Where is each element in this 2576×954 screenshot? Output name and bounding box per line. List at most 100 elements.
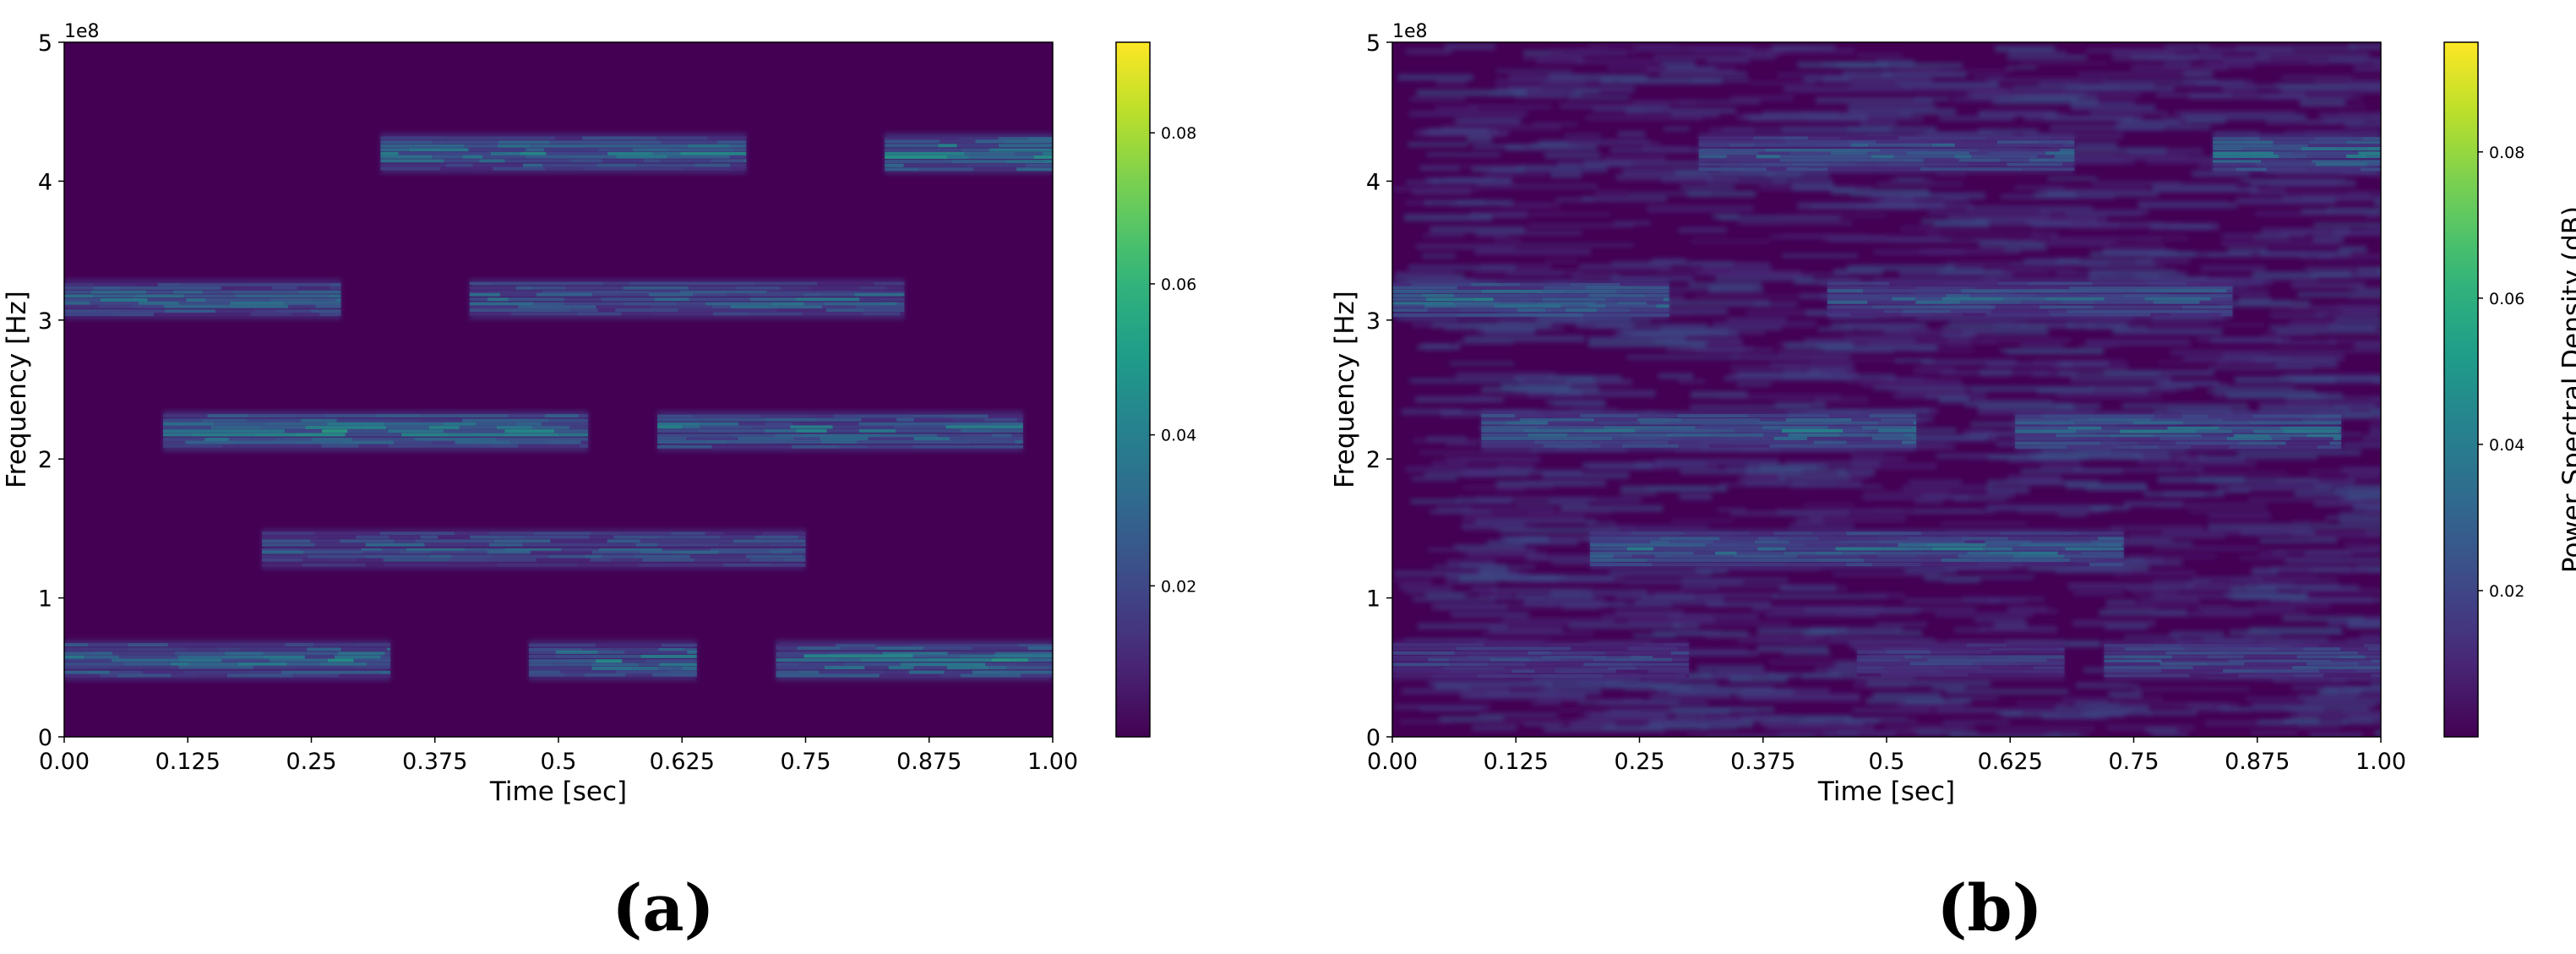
burst-streak [875, 644, 911, 648]
burst-streak [1913, 643, 1967, 647]
burst-streak [1778, 421, 1842, 425]
noise-streak [1925, 249, 2021, 253]
noise-streak [1468, 395, 1549, 398]
burst-streak [429, 554, 452, 559]
noise-streak [1415, 243, 1516, 249]
burst-streak [983, 417, 1017, 422]
burst-streak [247, 418, 302, 422]
noise-streak [2370, 409, 2381, 414]
burst-streak [2181, 309, 2210, 313]
burst-streak [632, 148, 670, 152]
burst-streak [791, 444, 840, 449]
burst-streak [776, 308, 826, 313]
burst-streak [867, 444, 913, 449]
burst-streak [859, 297, 905, 302]
burst-streak [885, 163, 904, 167]
noise-streak [1936, 172, 1967, 177]
noise-streak [1406, 591, 1474, 594]
x-tick-label: 0.875 [896, 749, 961, 775]
burst-streak [923, 646, 972, 651]
burst-streak [671, 532, 705, 536]
burst-streak [304, 655, 335, 659]
burst-streak [1898, 542, 1926, 547]
burst-streak [1740, 542, 1805, 547]
noise-streak [1903, 598, 1999, 603]
burst-streak [2104, 647, 2125, 651]
noise-streak [1999, 96, 2078, 101]
noise-streak [1995, 727, 2095, 731]
burst-streak [1973, 662, 2012, 666]
burst-streak [2056, 433, 2110, 438]
burst-streak [487, 136, 555, 140]
noise-streak [1527, 391, 1583, 397]
burst-streak [1392, 282, 1412, 286]
noise-streak [1680, 184, 1735, 190]
noise-streak [1903, 192, 1985, 199]
noise-streak [1777, 350, 1894, 354]
noise-streak [2316, 312, 2379, 319]
noise-streak [2347, 483, 2381, 491]
burst-streak [797, 646, 841, 651]
burst-streak [1560, 304, 1588, 308]
burst-streak [221, 444, 268, 448]
burst-streak [2121, 542, 2124, 547]
burst-streak [1698, 143, 1729, 147]
burst-streak [380, 136, 446, 140]
burst-streak [569, 425, 589, 429]
noise-streak [1658, 373, 1694, 379]
noise-streak [1958, 267, 2076, 272]
noise-streak [1634, 461, 1707, 467]
burst-streak [1830, 151, 1868, 155]
noise-streak [1783, 85, 1909, 93]
burst-streak [682, 425, 700, 429]
burst-streak [533, 302, 564, 306]
noise-streak [2268, 630, 2344, 635]
noise-streak [1399, 585, 1453, 591]
noise-streak [2136, 236, 2189, 241]
noise-streak [2089, 535, 2162, 542]
burst-streak [868, 437, 914, 441]
burst-streak [1757, 558, 1817, 562]
noise-streak [1967, 205, 2093, 211]
burst-streak [546, 151, 608, 155]
noise-streak [1938, 272, 2013, 277]
y-offset-text: 1e8 [64, 21, 100, 42]
noise-streak [1875, 509, 1921, 514]
noise-streak [1951, 697, 1999, 701]
burst-streak [1927, 658, 1994, 662]
burst-streak [1766, 167, 1787, 172]
noise-streak [1461, 526, 1535, 531]
noise-streak [1935, 69, 2012, 74]
burst-streak [84, 655, 119, 659]
burst-streak [1565, 308, 1597, 313]
burst-streak [1043, 151, 1053, 155]
noise-streak [1878, 428, 1957, 433]
burst-streak [2028, 281, 2093, 286]
burst-streak [2318, 644, 2364, 648]
noise-streak [1671, 519, 1734, 522]
noise-streak [1724, 375, 1851, 381]
burst-streak [146, 290, 174, 294]
burst-streak [591, 292, 619, 297]
burst-streak [956, 144, 999, 148]
noise-streak [1860, 120, 1897, 126]
burst-streak [469, 305, 519, 309]
burst-streak [2279, 155, 2306, 159]
burst-streak [2261, 160, 2312, 164]
x-tick-label: 0.625 [650, 749, 715, 775]
noise-streak [1998, 239, 2117, 245]
burst-streak [109, 670, 144, 674]
burst-streak [1916, 286, 1975, 290]
burst-streak [652, 151, 681, 155]
burst-streak [775, 433, 804, 438]
burst-streak [470, 535, 501, 539]
burst-streak [281, 670, 323, 674]
burst-streak [2306, 167, 2361, 172]
noise-streak [1766, 724, 1875, 732]
burst-streak [750, 558, 784, 562]
burst-streak [854, 292, 905, 297]
noise-streak [2072, 468, 2177, 472]
signal-burst [262, 529, 806, 570]
burst-streak [624, 650, 649, 654]
noise-streak [1847, 264, 1955, 271]
